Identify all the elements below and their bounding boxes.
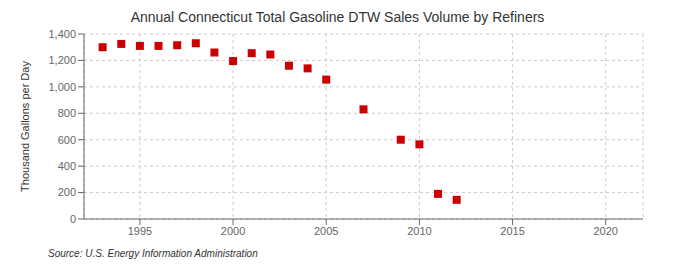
- svg-text:1,200: 1,200: [48, 54, 76, 66]
- svg-text:1,000: 1,000: [48, 81, 76, 93]
- svg-text:1,400: 1,400: [48, 28, 76, 40]
- html-text:Annual Connecticut Total Gasol: Annual Connecticut Total Gasoline DTW Sa…: [130, 9, 545, 25]
- svg-text:2000: 2000: [221, 225, 245, 237]
- svg-text:Thousand Gallons per Day: Thousand Gallons per Day: [19, 61, 31, 192]
- svg-text:2005: 2005: [314, 225, 338, 237]
- svg-text:1995: 1995: [128, 225, 152, 237]
- html-text:Source: U.S. Energy Informatio: Source: U.S. Energy Information Administ…: [48, 248, 258, 259]
- svg-text:2020: 2020: [593, 225, 617, 237]
- svg-text:0: 0: [70, 213, 76, 225]
- svg-text:2010: 2010: [407, 225, 431, 237]
- svg-text:800: 800: [58, 107, 76, 119]
- svg-text:600: 600: [58, 134, 76, 146]
- svg-text:200: 200: [58, 186, 76, 198]
- svg-text:400: 400: [58, 160, 76, 172]
- svg-text:2015: 2015: [500, 225, 524, 237]
